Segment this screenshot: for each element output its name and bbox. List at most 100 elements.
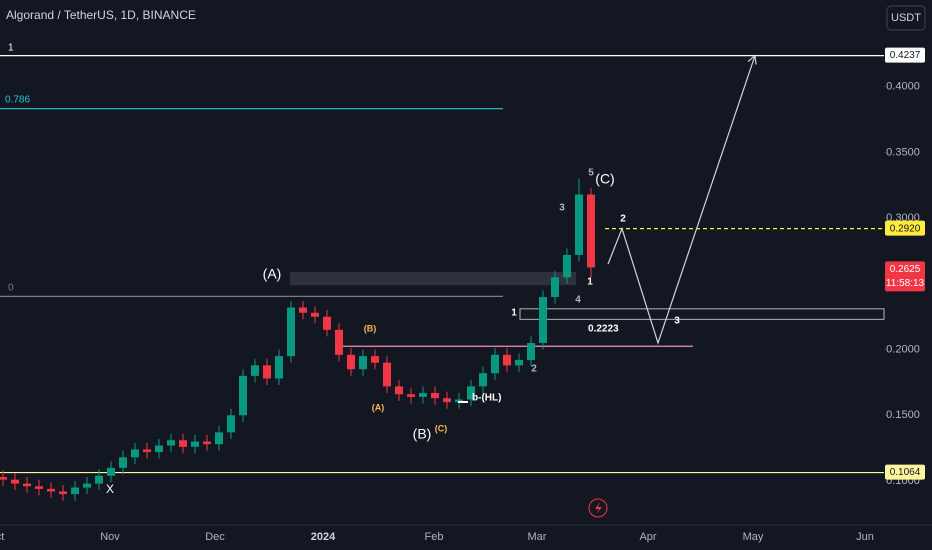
candle-body [287, 307, 295, 357]
candle-body [515, 360, 523, 366]
candle-body [527, 342, 535, 361]
price-tag-label: 0.1064 [890, 467, 921, 478]
candle-body [419, 392, 427, 397]
price-tag [885, 464, 925, 480]
candle-body [479, 373, 487, 387]
candle-body [131, 449, 139, 458]
annotation: 5 [588, 168, 594, 179]
candle-body [551, 277, 559, 297]
flash-icon[interactable] [588, 498, 608, 518]
x-tick-label: 2024 [311, 531, 336, 543]
x-tick-label: Nov [100, 531, 120, 543]
candle-body [167, 440, 175, 446]
candle-body [359, 356, 367, 370]
currency-button[interactable] [886, 5, 926, 31]
x-tick-label: ct [0, 531, 4, 543]
candle-body [191, 441, 199, 447]
x-tick-label: Jun [856, 531, 874, 543]
x-tick-label: Mar [528, 531, 547, 543]
candle-body [11, 479, 19, 484]
annotation: (A) [263, 266, 282, 282]
projection-arrowhead [747, 54, 757, 65]
candle-body [23, 483, 31, 487]
candle-body [215, 432, 223, 445]
price-tag [885, 220, 925, 236]
box [519, 308, 885, 320]
candle-body [443, 398, 451, 403]
candle-body [347, 354, 355, 370]
candle-body [0, 477, 7, 480]
candle-body [35, 486, 43, 489]
annotation: 1 [587, 277, 593, 288]
candle-body [59, 491, 67, 495]
price-tag-timer: 11:58:13 [886, 278, 925, 289]
y-tick-label: 0.4000 [886, 81, 920, 93]
candle-body [251, 365, 259, 376]
price-tag-label: 0.2920 [890, 223, 921, 234]
candle-body [407, 394, 415, 397]
x-tick-label: Apr [639, 531, 656, 543]
candle-body [47, 488, 55, 492]
candle-body [491, 354, 499, 374]
annotation: 3 [674, 316, 680, 327]
candle-body [371, 356, 379, 363]
candle-body [563, 254, 571, 278]
candle-body [83, 483, 91, 488]
candle-body [71, 487, 79, 495]
x-tick-label: May [743, 531, 764, 543]
candle-body [323, 316, 331, 330]
annotation: b-(HL) [472, 393, 501, 404]
candle-body [239, 375, 247, 416]
annotation: 4 [575, 295, 581, 306]
candle-body [335, 329, 343, 355]
candle-body [95, 475, 103, 484]
candle-body [119, 457, 127, 468]
candle-body [395, 386, 403, 395]
candle-body [539, 296, 547, 343]
level-label: 1 [8, 43, 14, 54]
y-tick-label: 0.3500 [886, 146, 920, 158]
candle-body [179, 440, 187, 447]
annotation: 2 [531, 364, 537, 375]
price-tag [885, 261, 925, 292]
annotation: (B) [364, 323, 377, 333]
x-tick-label: Dec [205, 531, 225, 543]
annotation: X [106, 482, 114, 496]
price-tag-label: 0.2625 [890, 264, 921, 275]
annotation: 1 [511, 308, 517, 319]
annotation: (B) [413, 426, 432, 442]
candle-body [311, 312, 319, 317]
price-tag-label: 0.4237 [890, 50, 921, 61]
candle-body [263, 365, 271, 379]
candle-body [155, 445, 163, 453]
annotation: (C) [595, 171, 614, 187]
candle-body [227, 415, 235, 433]
level-label: 0 [8, 283, 14, 294]
candle-body [503, 354, 511, 366]
candle-body [587, 194, 595, 268]
candle-body [203, 441, 211, 445]
candle-body [275, 356, 283, 379]
annotation: (A) [372, 402, 385, 412]
y-tick-label: 0.1500 [886, 409, 920, 421]
candle-body [107, 467, 115, 476]
candle-body [431, 392, 439, 399]
annotation: (C) [435, 423, 448, 433]
candle-body [575, 194, 583, 255]
zone [290, 272, 576, 286]
level-label: 0.786 [5, 95, 30, 106]
chart-title: Algorand / TetherUS, 1D, BINANCE [6, 8, 196, 22]
annotation: 3 [559, 203, 565, 214]
x-tick-label: Feb [425, 531, 444, 543]
currency[interactable]: USDT [891, 12, 921, 24]
candle-body [143, 449, 151, 453]
price-tag [885, 47, 925, 63]
projection [607, 55, 756, 345]
candle-body [455, 399, 463, 403]
y-tick-label: 0.2000 [886, 343, 920, 355]
annotation: 2 [620, 214, 626, 225]
annotation: 0.2223 [588, 324, 619, 335]
candle-body [467, 386, 475, 400]
candle-body [299, 307, 307, 313]
